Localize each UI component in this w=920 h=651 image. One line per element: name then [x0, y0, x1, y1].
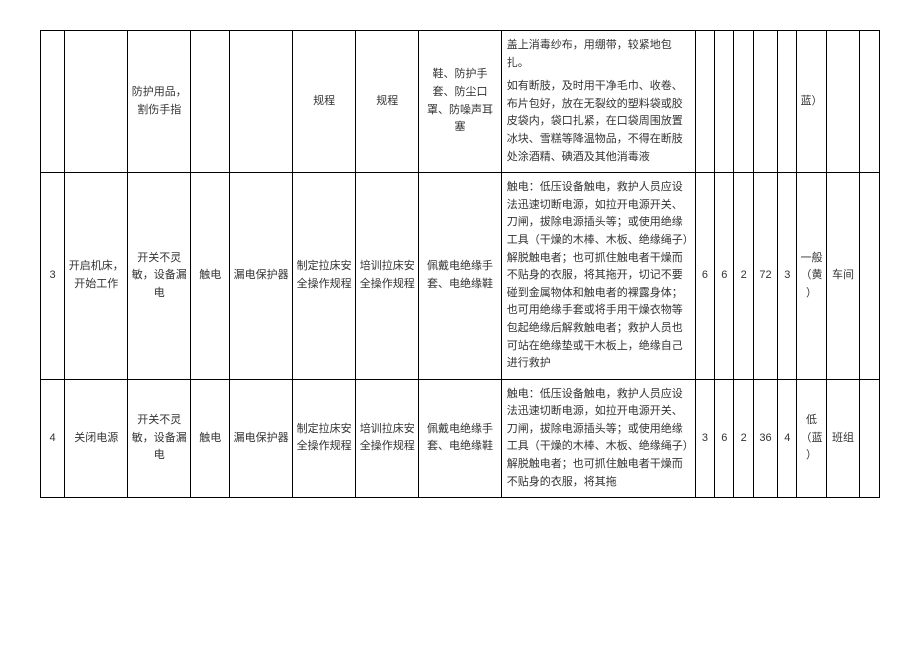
cell: 3	[41, 173, 65, 380]
table-row: 防护用品，割伤手指 规程规程鞋、防护手套、防尘口罩、防噪声耳塞盖上消毒纱布，用绷带…	[41, 31, 880, 173]
cell: 触电：低压设备触电，救护人员应设法迅速切断电源，如拉开电源开关、刀闸，拔除电源插…	[501, 379, 695, 498]
cell	[860, 173, 880, 380]
cell: 6	[695, 173, 714, 380]
cell: 6	[715, 173, 734, 380]
cell	[230, 31, 293, 173]
cell: 3	[695, 379, 714, 498]
cell: 培训拉床安全操作规程	[356, 173, 419, 380]
cell: 2	[734, 379, 753, 498]
cell: 制定拉床安全操作规程	[293, 379, 356, 498]
cell	[778, 31, 797, 173]
cell: 触电	[191, 379, 230, 498]
cell: 4	[41, 379, 65, 498]
table-row: 4关闭电源开关不灵敏，设备漏电触电漏电保护器制定拉床安全操作规程培训拉床安全操作…	[41, 379, 880, 498]
cell: 触电	[191, 173, 230, 380]
cell	[860, 379, 880, 498]
cell	[734, 31, 753, 173]
cell: 开关不灵敏，设备漏电	[128, 173, 191, 380]
cell: 制定拉床安全操作规程	[293, 173, 356, 380]
cell	[41, 31, 65, 173]
cell	[695, 31, 714, 173]
cell: 规程	[293, 31, 356, 173]
cell: 低（蓝）	[797, 379, 826, 498]
cell: 蓝）	[797, 31, 826, 173]
cell: 佩戴电绝缘手套、电绝缘鞋	[419, 379, 501, 498]
cell: 规程	[356, 31, 419, 173]
cell: 漏电保护器	[230, 379, 293, 498]
cell: 一般（黄）	[797, 173, 826, 380]
cell: 4	[778, 379, 797, 498]
cell: 2	[734, 173, 753, 380]
table-row: 3开启机床，开始工作开关不灵敏，设备漏电触电漏电保护器制定拉床安全操作规程培训拉…	[41, 173, 880, 380]
cell: 漏电保护器	[230, 173, 293, 380]
cell: 培训拉床安全操作规程	[356, 379, 419, 498]
cell: 关闭电源	[65, 379, 128, 498]
cell: 6	[715, 379, 734, 498]
cell: 盖上消毒纱布，用绷带，较紧地包扎。如有断肢，及时用干净毛巾、收卷、布片包好，放在…	[501, 31, 695, 173]
cell	[715, 31, 734, 173]
cell	[65, 31, 128, 173]
cell: 开启机床，开始工作	[65, 173, 128, 380]
cell: 72	[753, 173, 777, 380]
cell	[860, 31, 880, 173]
cell: 触电：低压设备触电，救护人员应设法迅速切断电源，如拉开电源开关、刀闸，拔除电源插…	[501, 173, 695, 380]
cell: 防护用品，割伤手指	[128, 31, 191, 173]
cell: 36	[753, 379, 777, 498]
cell	[191, 31, 230, 173]
cell: 班组	[826, 379, 860, 498]
cell: 佩戴电绝缘手套、电绝缘鞋	[419, 173, 501, 380]
cell: 车间	[826, 173, 860, 380]
cell: 鞋、防护手套、防尘口罩、防噪声耳塞	[419, 31, 501, 173]
cell: 开关不灵敏，设备漏电	[128, 379, 191, 498]
cell: 3	[778, 173, 797, 380]
cell	[826, 31, 860, 173]
cell	[753, 31, 777, 173]
risk-table: 防护用品，割伤手指 规程规程鞋、防护手套、防尘口罩、防噪声耳塞盖上消毒纱布，用绷带…	[40, 30, 880, 498]
